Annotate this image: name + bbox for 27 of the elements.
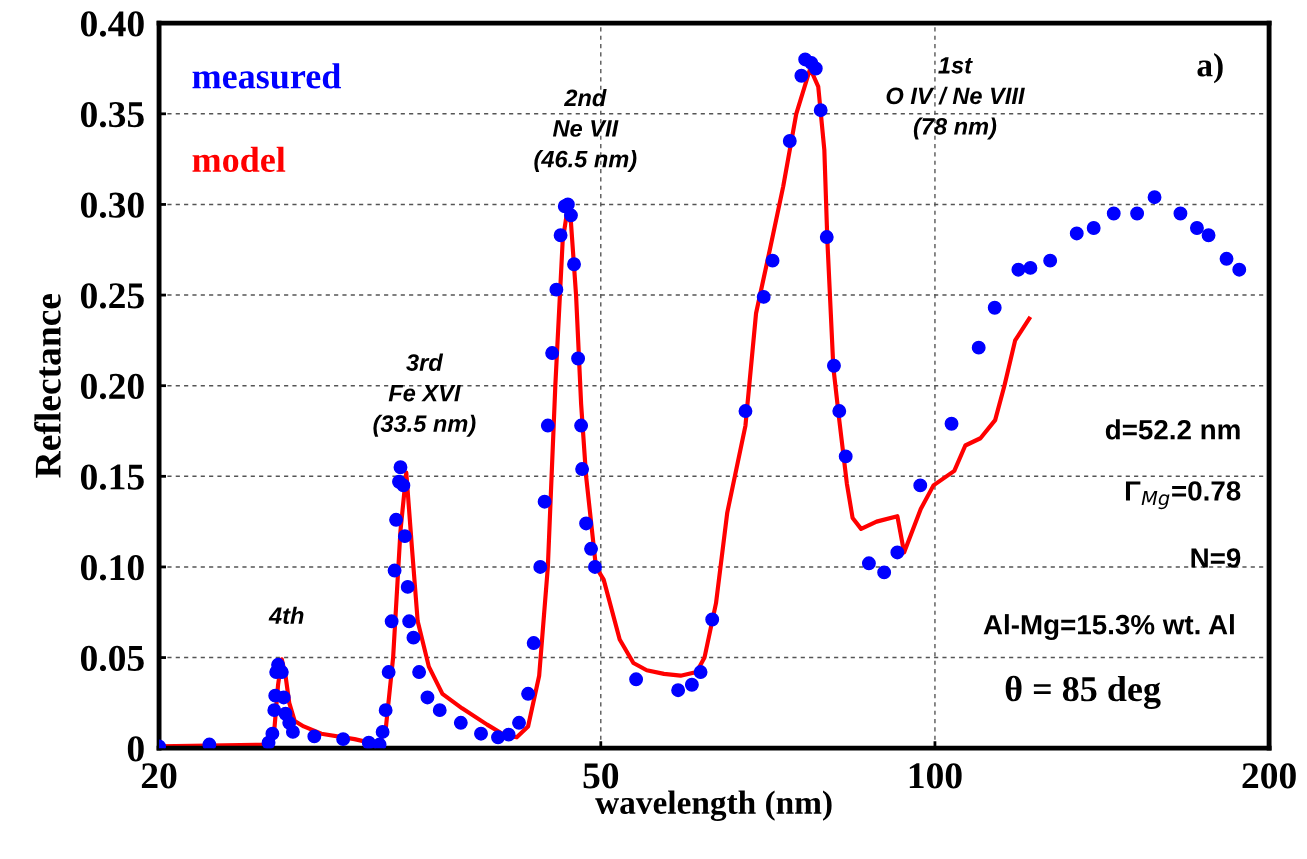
annotation: Al-Mg=15.3% wt. Al <box>983 614 1234 641</box>
annotation: Γ$_{Mg}$=0.78 <box>1125 481 1241 510</box>
y-tick-label: 0.30 <box>80 192 144 218</box>
y-tick-label: 0.35 <box>80 101 144 128</box>
y-tick-label: 0.05 <box>80 645 144 672</box>
text: model <box>192 146 286 173</box>
y-tick-label: 0.10 <box>80 555 144 581</box>
annotation: 1st O IV / Ne VIII (78 nm) <box>886 57 1025 140</box>
x-tick-label: 200 <box>1242 763 1296 789</box>
annotation: θ = 85 deg <box>1005 675 1161 709</box>
y-tick-label: 0.15 <box>80 464 144 490</box>
annotation: d=52.2 nm <box>1105 419 1240 440</box>
y-axis-title: Reflectance <box>34 294 61 478</box>
y-tick-label: 0.25 <box>80 283 144 309</box>
annotation: 4th <box>268 606 304 624</box>
x-tick-label: 50 <box>583 763 619 789</box>
annotation: 3rd Fe XVI (33.5 nm) <box>373 353 476 437</box>
y-tick-label: 0.40 <box>80 11 144 37</box>
annotation: N=9 <box>1191 548 1241 568</box>
annotation: a) <box>1197 53 1223 84</box>
annotation: 2nd Ne VII (46.5 nm) <box>534 88 637 173</box>
y-tick-label: 0 <box>127 736 144 762</box>
text: measured <box>192 63 341 89</box>
x-tick-label: 20 <box>141 763 177 789</box>
y-tick-label: 0.20 <box>80 373 144 400</box>
x-tick-label: 100 <box>909 763 962 789</box>
x-axis-title: wavelength (nm) <box>595 790 832 822</box>
